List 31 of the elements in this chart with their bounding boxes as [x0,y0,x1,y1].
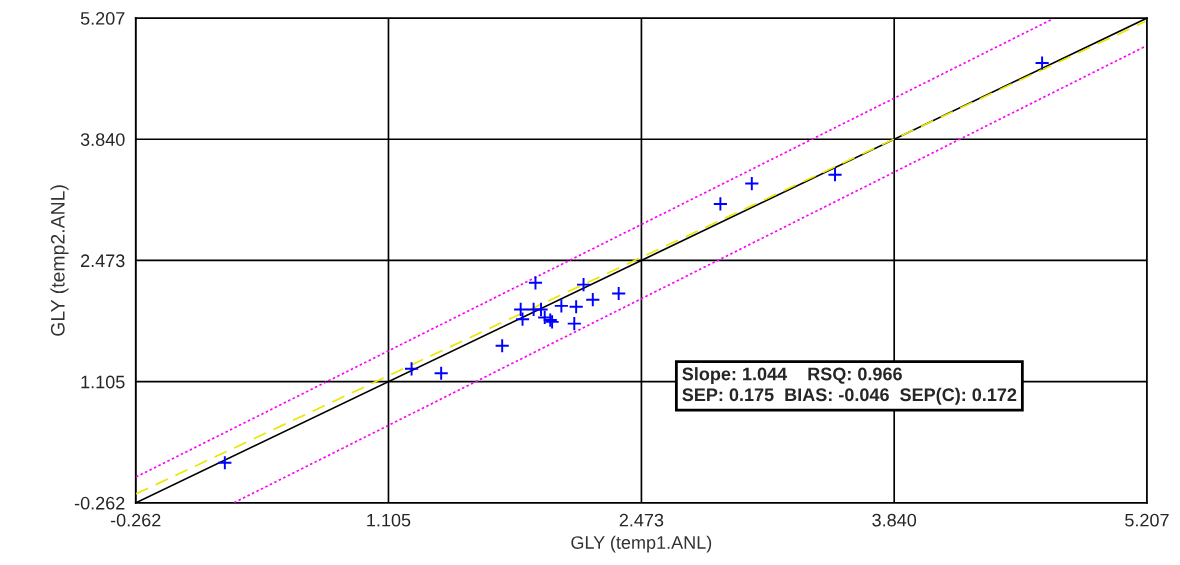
y-tick-label: 3.840 [80,133,125,146]
y-axis-title: GLY (temp2.ANL) [50,185,69,336]
point [553,298,569,314]
point [533,301,549,317]
x-tick-label: -0.262 [110,513,161,527]
point [1034,55,1050,71]
x-tick-label: 1.105 [367,513,411,527]
point [712,196,728,212]
point [433,365,449,381]
x-tick-label: 3.840 [872,513,917,527]
point [494,338,510,354]
point [527,275,544,291]
point [827,167,843,183]
point [217,455,233,471]
y-tick-label: 5.207 [80,12,125,25]
annotation: Slope: 1.044 RSQ: 0.966 SEP: 0.175 BIAS: -0.046 SEP(C): 0.172 [682,367,1017,405]
point [404,361,420,377]
point [575,277,592,293]
point [744,176,760,192]
y-tick-label: 2.473 [81,254,125,268]
point [514,311,531,327]
y-tick-label: 1.105 [81,375,125,389]
point [566,316,582,332]
point [611,285,627,302]
point [513,301,529,317]
point [585,292,601,308]
y-tick-label: -0.262 [74,496,125,510]
x-tick-label: 5.207 [1125,513,1169,527]
x-axis-title: GLY (temp1.ANL) [571,535,712,553]
x-tick-label: 2.473 [619,513,664,527]
point [568,299,584,315]
